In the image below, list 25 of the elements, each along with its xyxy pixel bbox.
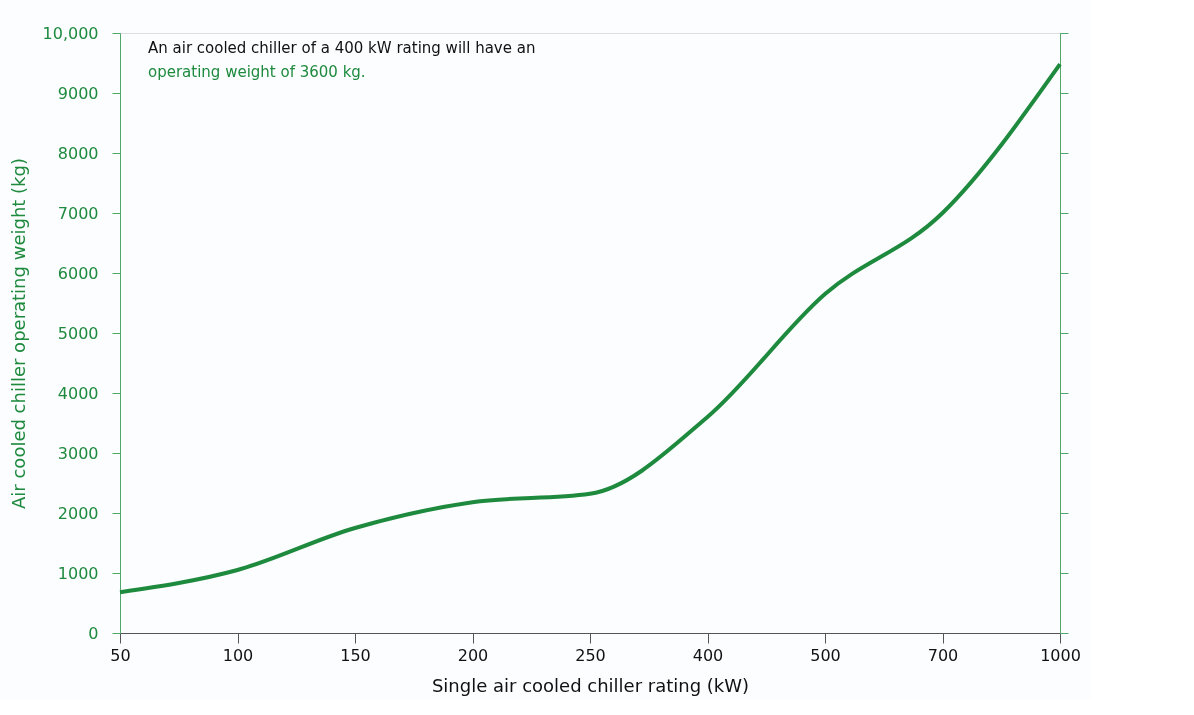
y-tick-label: 4000 [57,383,99,403]
x-tick-label: 500 [810,645,841,665]
x-tick-label: 1000 [1040,645,1081,665]
y-tick-label: 7000 [57,203,99,223]
y-tick-label: 10,000 [42,23,99,43]
y-tick-label: 3000 [57,443,99,463]
y-tick-label: 1000 [57,563,99,583]
y-tick-label: 2000 [57,503,99,523]
x-tick-label: 700 [927,645,959,665]
x-tick-label: 100 [222,645,254,665]
x-tick-label: 400 [692,645,724,665]
y-tick-label: 6000 [57,263,99,283]
x-tick-label: 250 [575,645,606,665]
y-tick-label: 8000 [57,143,99,163]
x-tick-label: 150 [340,645,371,665]
y-axis-title: Air cooled chiller operating weight (kg) [7,158,29,509]
y-tick-label: 9000 [57,83,99,103]
line-series [118,62,1062,595]
x-axis-title: Single air cooled chiller rating (kW) [431,674,750,696]
annotation: An air cooled chiller of a 400 kW rating will have an [148,39,536,57]
x-tick-label: 50 [110,645,131,665]
annotation: operating weight of 3600 kg. [148,63,366,81]
x-tick-label: 200 [457,645,489,665]
y-tick-label: 5000 [57,323,99,343]
y-tick-label: 0 [88,623,99,643]
